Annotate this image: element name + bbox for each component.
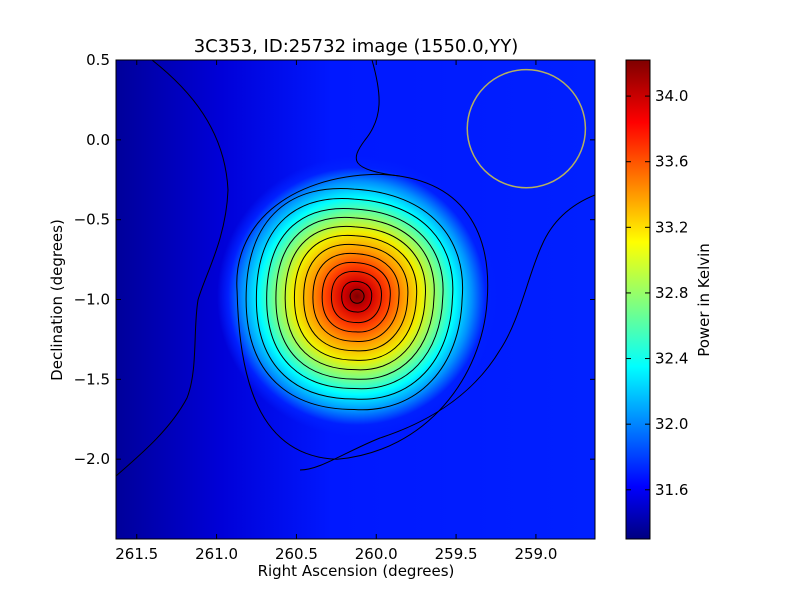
contour-line (284, 225, 426, 371)
contour-lines (116, 60, 595, 539)
y-axis: 0.5 0.0 −0.5 −1.0 −1.5 −2.0 (74, 51, 595, 468)
contour-line (312, 252, 400, 342)
contour-line (293, 234, 418, 361)
plot-area (116, 60, 595, 539)
contour-line (321, 261, 391, 333)
contour-line (266, 207, 444, 390)
contour-line (116, 60, 595, 539)
x-tick-label: 261.0 (195, 545, 238, 563)
x-tick-label: 259.5 (435, 545, 478, 563)
x-axis-label: Right Ascension (degrees) (258, 562, 455, 580)
x-tick-label: 260.5 (275, 545, 318, 563)
x-axis: 261.5 261.0 260.5 260.0 259.5 259.0 (115, 60, 557, 563)
colorbar-tick-label: 32.8 (655, 284, 688, 302)
contour-line (303, 243, 409, 352)
y-tick-label: 0.0 (86, 131, 110, 149)
colorbar-tick-label: 34.0 (655, 87, 688, 105)
colorbar-ticks: 31.6 32.0 32.4 32.8 33.2 33.6 34.0 (626, 87, 688, 499)
colorbar-gradient (625, 59, 651, 540)
colorbar-tick-label: 33.2 (655, 218, 688, 236)
colorbar-label: Power in Kelvin (695, 243, 713, 357)
contour-line (341, 280, 373, 313)
contour-line (275, 216, 435, 380)
colorbar: 31.6 32.0 32.4 32.8 33.2 33.6 34.0 (625, 59, 688, 540)
x-tick-label: 259.0 (514, 545, 557, 563)
colorbar-tick-label: 33.6 (655, 153, 688, 171)
y-tick-label: 0.5 (86, 51, 110, 69)
contour-line (245, 188, 464, 411)
contour-line (236, 173, 489, 460)
y-axis-label: Declination (degrees) (48, 219, 66, 381)
contour-line (330, 270, 382, 324)
source-heat (217, 156, 498, 437)
colorbar-tick-label: 31.6 (655, 481, 688, 499)
contour-line (349, 288, 365, 304)
y-tick-label: −0.5 (74, 211, 110, 229)
x-tick-label: 261.5 (115, 545, 158, 563)
chart-title: 3C353, ID:25732 image (1550.0,YY) (194, 36, 519, 57)
beam-ellipse (466, 68, 587, 189)
x-tick-label: 260.0 (355, 545, 398, 563)
y-tick-label: −1.0 (74, 291, 110, 309)
y-tick-label: −2.0 (74, 450, 110, 468)
contour-line (255, 197, 454, 400)
colorbar-tick-label: 32.0 (655, 415, 688, 433)
colorbar-tick-label: 32.4 (655, 350, 688, 368)
y-tick-label: −1.5 (74, 370, 110, 388)
